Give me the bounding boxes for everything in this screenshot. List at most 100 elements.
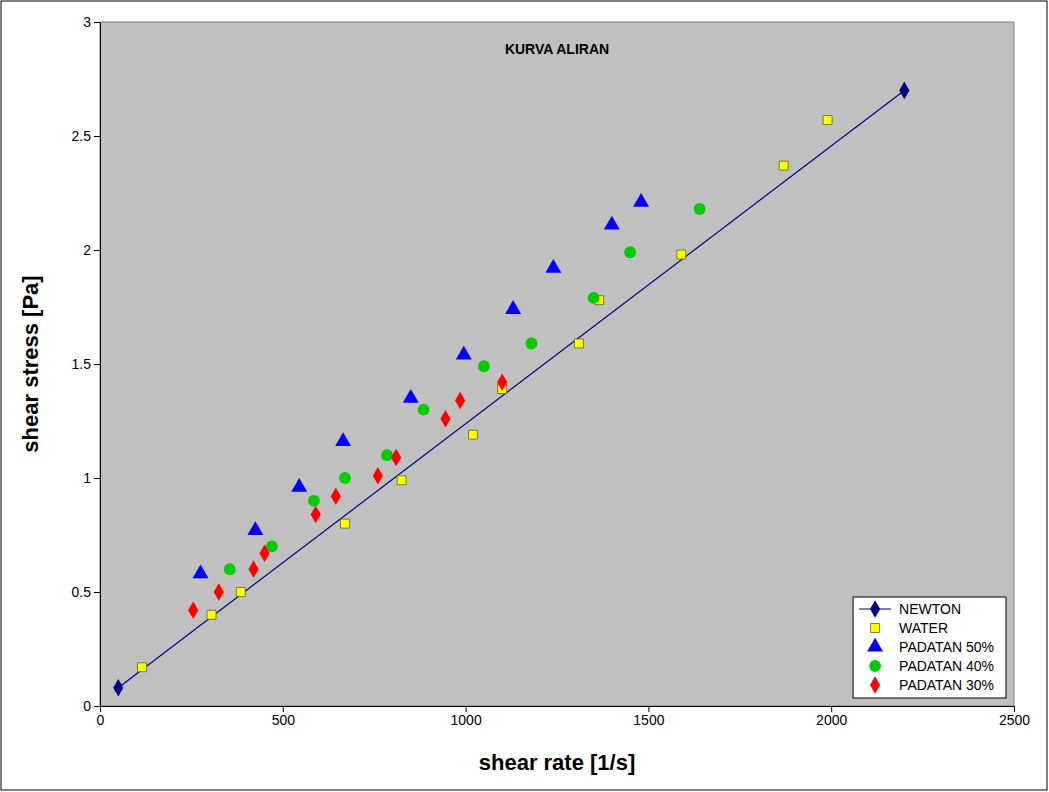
tick-label: 2500: [999, 712, 1030, 728]
x-axis: 0 500 1000 1500 2000 2500: [97, 706, 1031, 728]
tick-mark: [94, 478, 100, 479]
data-point: [193, 565, 209, 579]
data-point: [545, 259, 561, 273]
tick-mark: [94, 364, 100, 365]
tick-label: 1: [83, 470, 91, 486]
axis-line: [101, 706, 1015, 707]
data-point: [138, 663, 147, 672]
data-point: [624, 246, 636, 258]
data-point: [456, 346, 472, 360]
data-point: [525, 338, 537, 350]
axis-line: [100, 23, 101, 707]
tick: 2.5: [72, 128, 100, 144]
x-axis-title: shear rate [1/s]: [479, 750, 636, 775]
data-point: [259, 544, 269, 562]
legend-label: WATER: [899, 620, 948, 636]
tick-label: 0: [97, 712, 105, 728]
tick: 500: [272, 706, 296, 728]
y-axis-title: shear stress [Pa]: [18, 275, 43, 452]
series-line: [118, 90, 904, 687]
data-point: [823, 116, 832, 125]
data-point: [113, 679, 123, 697]
data-point: [291, 478, 307, 492]
tick: 3: [83, 14, 100, 30]
data-point: [340, 519, 349, 528]
tick-mark: [94, 592, 100, 593]
chart: 0 500 1000 1500 2000 2500 0 0.5 1 1.5 2 2.5 3 KURVA A…: [0, 0, 1049, 792]
data-layer: [113, 82, 909, 697]
tick-mark: [94, 22, 100, 23]
data-point: [478, 360, 490, 372]
data-point: [694, 203, 706, 215]
data-point: [236, 588, 245, 597]
data-point: [440, 410, 450, 428]
legend-label: NEWTON: [899, 601, 961, 617]
data-point: [188, 601, 198, 619]
tick: 2500: [999, 706, 1030, 728]
data-point: [311, 506, 321, 524]
legend-marker: [871, 624, 880, 633]
tick-label: 0.5: [72, 584, 92, 600]
tick: 1000: [451, 706, 482, 728]
data-point: [468, 430, 477, 439]
y-axis: 0 0.5 1 1.5 2 2.5 3: [72, 14, 101, 714]
data-point: [677, 250, 686, 259]
data-point: [497, 373, 507, 391]
data-point: [247, 521, 263, 535]
data-point: [335, 432, 351, 446]
tick: 2: [83, 242, 100, 258]
tick-mark: [94, 706, 100, 707]
tick-label: 500: [272, 712, 296, 728]
legend-marker: [870, 676, 880, 694]
data-point: [574, 339, 583, 348]
data-point: [339, 472, 351, 484]
chart-title: KURVA ALIRAN: [505, 41, 609, 57]
tick: 1.5: [72, 356, 100, 372]
data-point: [214, 583, 224, 601]
tick-label: 2000: [816, 712, 847, 728]
data-point: [224, 563, 236, 575]
plot-area: [100, 22, 1014, 706]
tick-label: 0: [83, 698, 91, 714]
data-point: [633, 193, 649, 207]
data-point: [505, 300, 521, 314]
tick-label: 1.5: [72, 356, 92, 372]
tick: 1500: [633, 706, 664, 728]
data-point: [207, 610, 216, 619]
tick-mark: [94, 250, 100, 251]
data-point: [397, 476, 406, 485]
legend-label: PADATAN 30%: [899, 677, 994, 693]
data-point: [403, 389, 419, 403]
tick-label: 1500: [633, 712, 664, 728]
data-point: [588, 292, 600, 304]
data-point: [604, 216, 620, 230]
data-point: [418, 404, 430, 416]
data-point: [331, 487, 341, 505]
tick: 0: [83, 698, 100, 714]
tick-label: 3: [83, 14, 91, 30]
legend-marker: [869, 660, 881, 672]
tick-label: 2.5: [72, 128, 92, 144]
data-point: [373, 467, 383, 485]
tick: 2000: [816, 706, 847, 728]
data-point: [779, 161, 788, 170]
data-point: [391, 449, 401, 467]
tick-mark: [94, 136, 100, 137]
plot: 0 500 1000 1500 2000 2500 0 0.5 1 1.5 2 2.5 3 KURVA A…: [72, 14, 1031, 728]
data-point: [899, 82, 909, 100]
tick: 0: [97, 706, 105, 728]
data-point: [308, 495, 320, 507]
tick-label: 2: [83, 242, 91, 258]
legend: NEWTON WATER PADATAN 50% PADATAN 40% PADATAN…: [853, 597, 1006, 698]
tick-label: 1000: [451, 712, 482, 728]
legend-marker: [870, 600, 880, 618]
chart-frame: [1, 1, 1047, 790]
legend-label: PADATAN 40%: [899, 658, 994, 674]
tick: 0.5: [72, 584, 100, 600]
legend-label: PADATAN 50%: [899, 639, 994, 655]
legend-box: [853, 597, 1006, 698]
legend-marker: [867, 638, 883, 652]
data-point: [248, 560, 258, 578]
tick: 1: [83, 470, 100, 486]
data-point: [455, 392, 465, 410]
